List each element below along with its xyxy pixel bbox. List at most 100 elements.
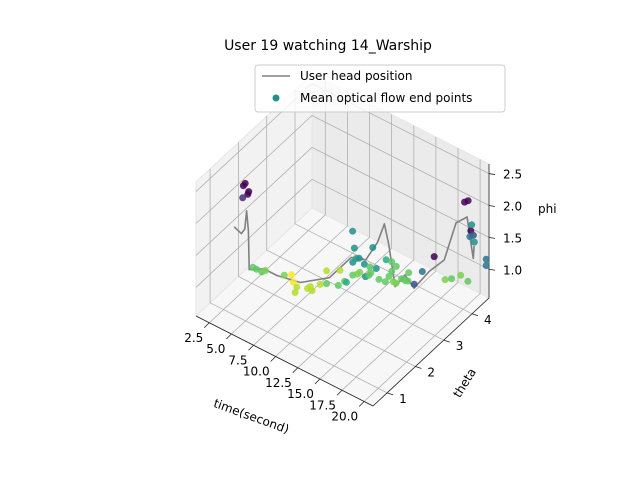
optical-flow-point (470, 238, 478, 246)
optical-flow-point (482, 262, 490, 269)
y-tick-mark (387, 392, 394, 396)
optical-flow-point (418, 268, 426, 275)
optical-flow-point (245, 188, 253, 196)
y-gridline (237, 142, 416, 367)
optical-flow-point (405, 269, 413, 277)
chart-title: User 19 watching 14_Warship (224, 38, 432, 54)
z-axis-label: phi (538, 202, 557, 216)
optical-flow-point (468, 221, 476, 229)
head-position-line (233, 210, 475, 290)
plot-marks (233, 179, 490, 296)
optical-flow-point (392, 279, 400, 287)
x-tick-mark (270, 356, 276, 362)
optical-flow-point (441, 276, 449, 284)
legend-label-head-position: User head position (300, 69, 412, 83)
x-gridline (319, 137, 437, 380)
optical-flow-point (253, 265, 260, 273)
optical-flow-point (316, 280, 324, 288)
x-gridline (275, 114, 393, 357)
optical-flow-point (323, 267, 331, 275)
z-tick-mark (488, 268, 496, 271)
optical-flow-point (261, 267, 269, 274)
optical-flow-point (392, 262, 400, 270)
optical-flow-point (336, 266, 344, 274)
x-tick-label: 15.0 (287, 387, 314, 401)
optical-flow-point (239, 194, 247, 202)
x-tick-label: 20.0 (331, 410, 358, 424)
z-tick-mark (488, 236, 496, 239)
optical-flow-point (366, 263, 374, 271)
optical-flow-point (430, 253, 438, 261)
x-gridline (297, 125, 415, 369)
legend: User head position Mean optical flow end… (254, 64, 506, 113)
y-axis-line (372, 297, 490, 407)
y-tick-mark (471, 313, 479, 317)
optical-flow-point (381, 278, 389, 286)
y-gridline (209, 168, 388, 394)
x-tick-mark (203, 322, 210, 329)
y-tick-label: 3 (456, 339, 464, 353)
y-gridline (266, 116, 444, 341)
x-tick-mark (336, 389, 343, 396)
x-tick-mark (292, 367, 299, 374)
optical-flow-point (350, 244, 358, 252)
optical-flow-point (355, 254, 363, 262)
x-axis-line (195, 315, 374, 407)
optical-flow-point (289, 278, 297, 286)
z-tick-label: 2.5 (503, 168, 522, 182)
optical-flow-point (464, 277, 472, 285)
z-tick-label: 2.0 (503, 200, 522, 214)
optical-flow-point (448, 275, 455, 283)
optical-flow-point (241, 179, 249, 187)
y-tick-label: 2 (427, 366, 435, 380)
optical-flow-point (288, 271, 295, 279)
optical-flow-point (410, 280, 418, 288)
legend-marker-swatch (272, 94, 280, 102)
optical-flow-point (482, 255, 490, 263)
optical-flow-point (342, 278, 350, 286)
x-tick-label: 12.5 (265, 376, 292, 390)
x-gridline (209, 80, 326, 324)
axes-panes (195, 72, 490, 407)
optical-flow-point (349, 258, 357, 266)
legend-label-optical-flow: Mean optical flow end points (300, 91, 472, 105)
optical-flow-point (372, 265, 380, 272)
y-tick-label: 4 (484, 313, 492, 327)
x-tick-mark (314, 378, 321, 385)
z-gridline (195, 146, 490, 256)
y-tick-mark (443, 339, 450, 343)
axes-ticks: 2.55.07.510.012.515.017.520.012341.01.52… (184, 164, 522, 424)
x-tick-label: 10.0 (243, 365, 270, 379)
x-tick-mark (248, 344, 254, 351)
optical-flow-point (334, 281, 342, 289)
x-tick-mark (358, 401, 365, 407)
optical-flow-point (388, 267, 396, 275)
x-gridline (363, 159, 481, 402)
optical-flow-point (466, 233, 474, 241)
optical-flow-point (356, 268, 364, 276)
optical-flow-point (280, 271, 288, 279)
x-gridline (231, 92, 348, 335)
optical-flow-point (369, 244, 377, 251)
optical-flow-point (404, 277, 412, 285)
optical-flow-point (308, 287, 316, 295)
x-tick-label: 7.5 (228, 353, 247, 367)
z-tick-label: 1.0 (503, 263, 522, 277)
z-tick-label: 1.5 (503, 231, 522, 245)
x-tick-label: 17.5 (309, 398, 336, 412)
optical-flow-point (360, 260, 368, 268)
z-tick-mark (488, 205, 496, 207)
optical-flow-point (457, 271, 465, 279)
legend-box (254, 64, 506, 113)
y-tick-label: 1 (399, 392, 407, 406)
x-gridline (253, 103, 370, 346)
z-gridline (195, 178, 490, 288)
y-tick-mark (415, 366, 422, 369)
optical-flow-point (382, 256, 390, 264)
x-tick-mark (226, 333, 232, 340)
optical-flow-point (367, 269, 375, 277)
optical-flow-point (293, 283, 301, 291)
z-tick-mark (488, 173, 496, 175)
optical-flow-point (349, 227, 357, 235)
